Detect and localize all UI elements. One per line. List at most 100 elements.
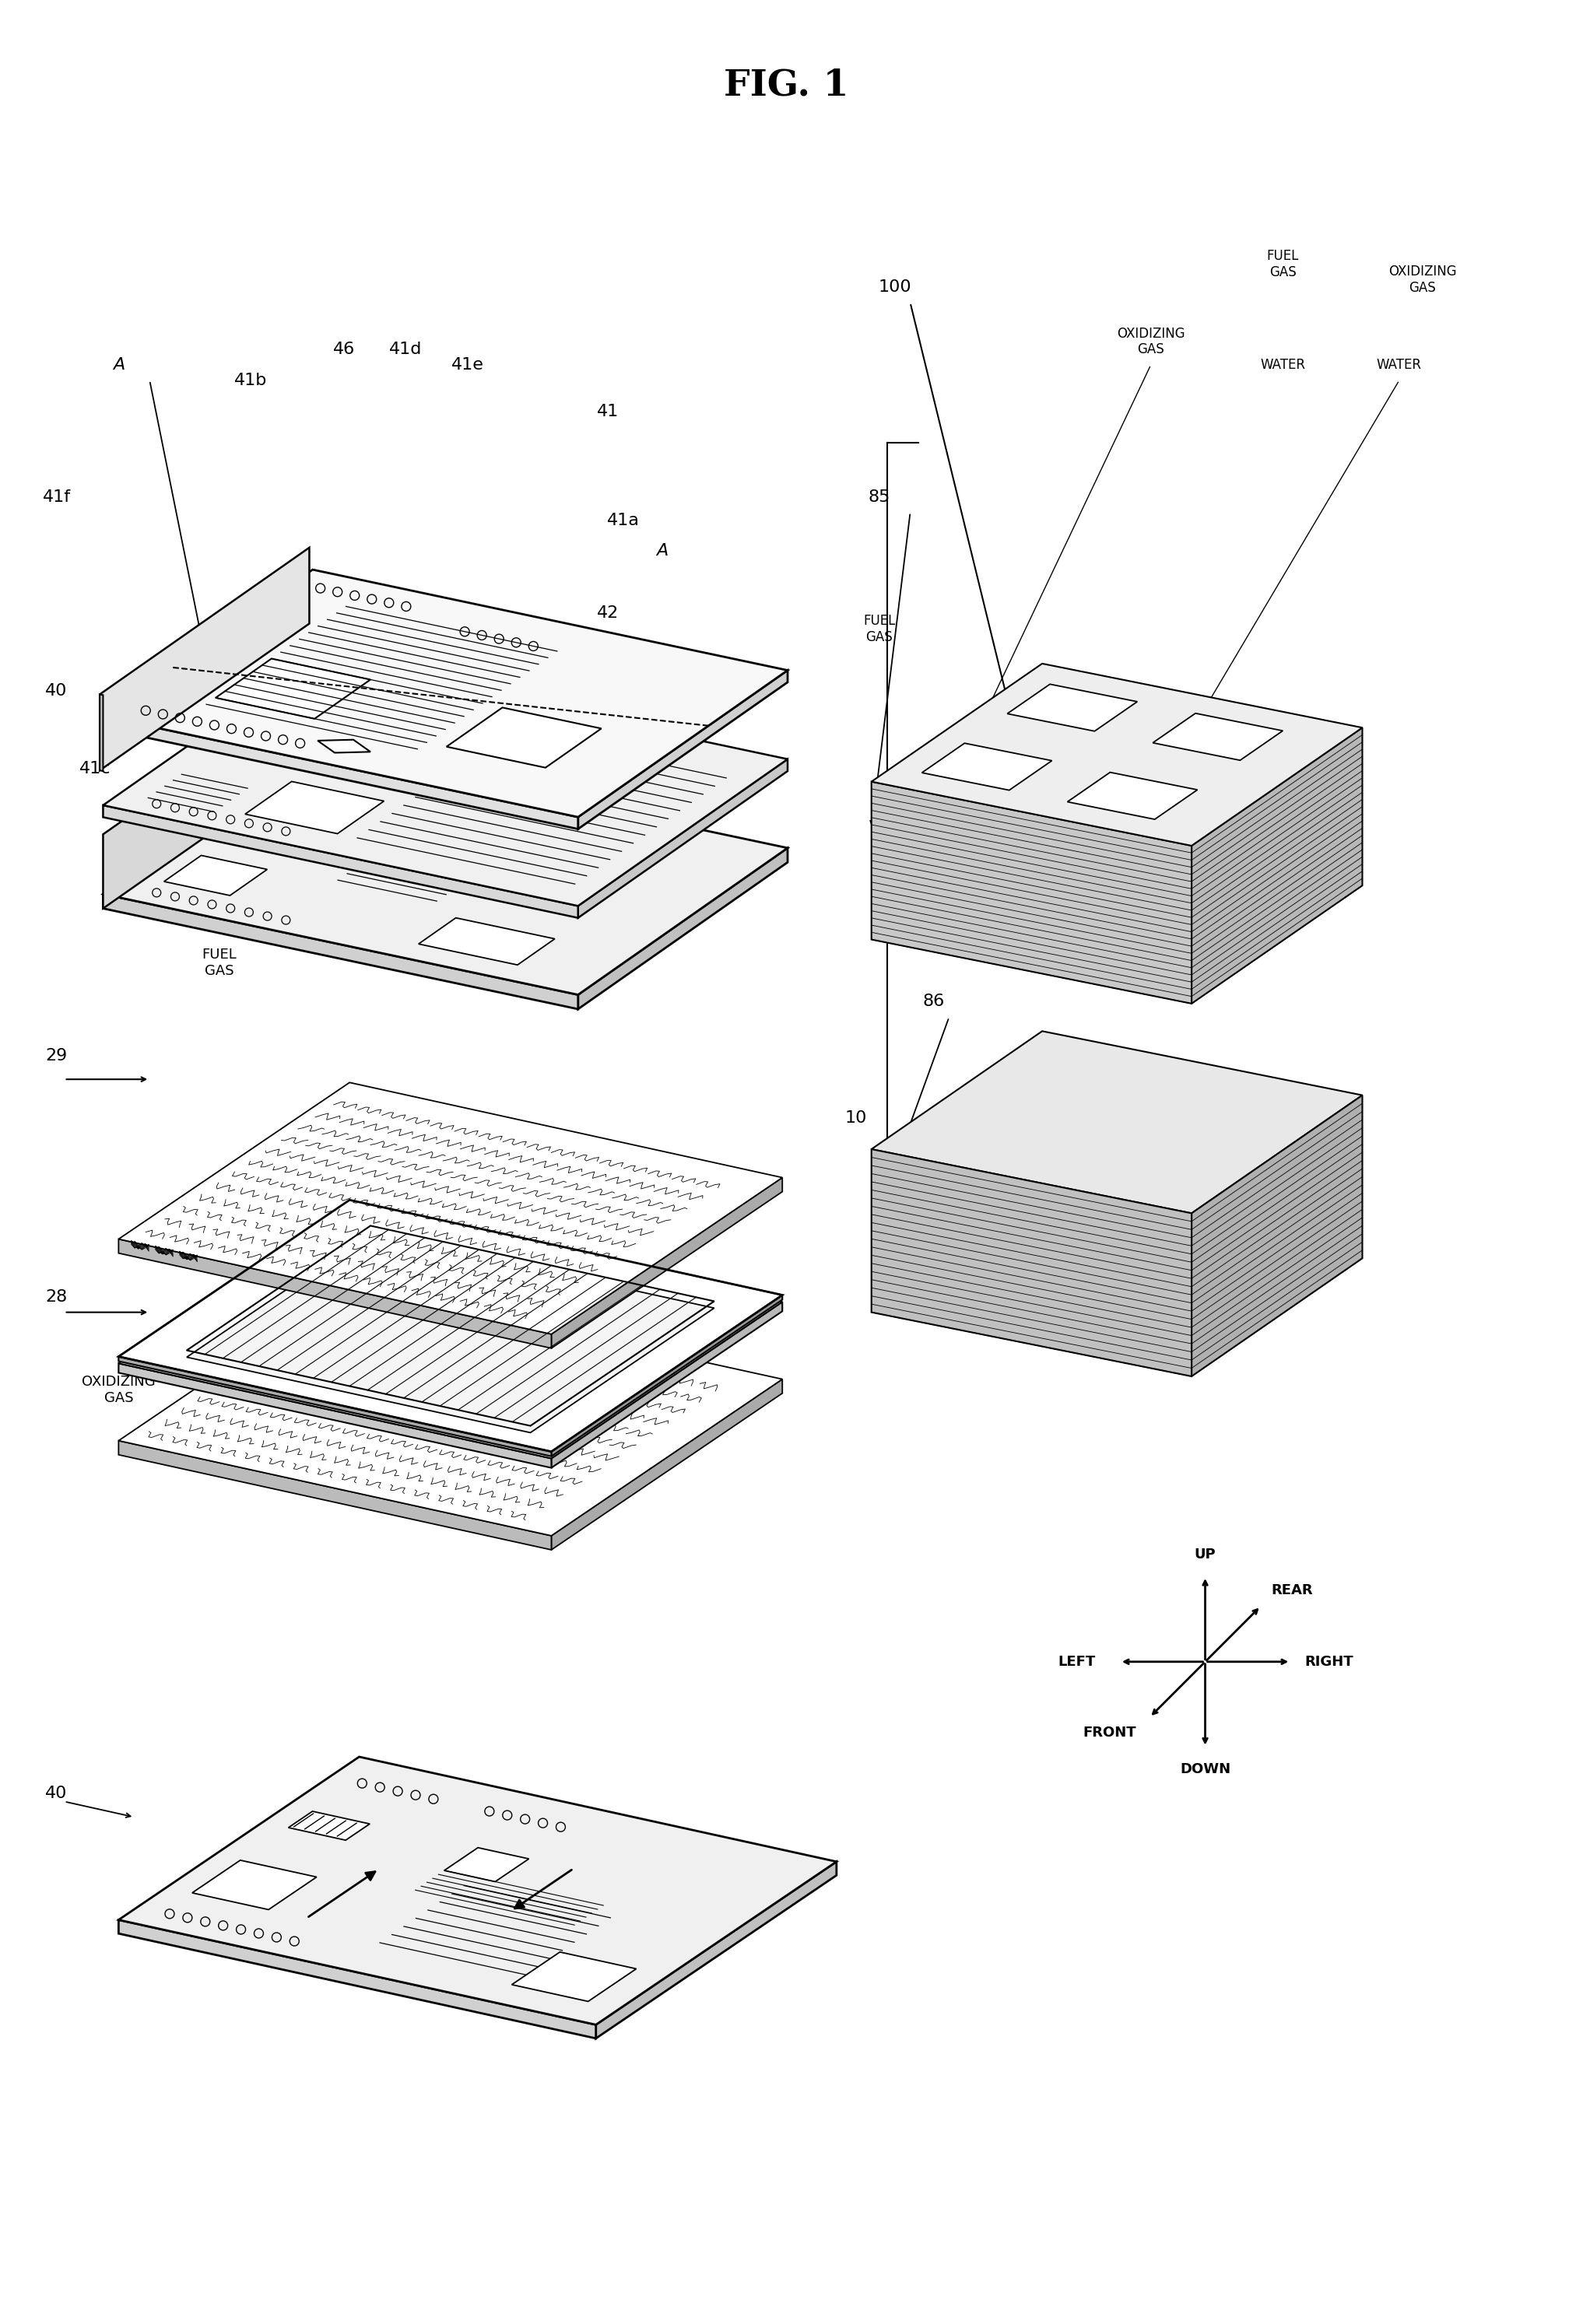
Polygon shape (872, 1113, 1362, 1294)
Text: 40: 40 (46, 683, 68, 700)
Text: A: A (656, 544, 668, 560)
Text: 85: 85 (868, 488, 890, 504)
Text: FUEL
GAS: FUEL GAS (1267, 249, 1299, 279)
Polygon shape (872, 679, 1362, 860)
Text: 100: 100 (878, 279, 911, 295)
Text: RIGHT: RIGHT (1305, 1655, 1354, 1669)
Text: 41b: 41b (233, 372, 266, 388)
Polygon shape (872, 1169, 1362, 1353)
Text: FUEL
GAS: FUEL GAS (202, 948, 236, 978)
Text: 46: 46 (333, 342, 355, 358)
Polygon shape (102, 658, 788, 906)
Polygon shape (872, 734, 1362, 918)
Polygon shape (1191, 727, 1362, 1004)
Text: 40: 40 (46, 1785, 68, 1801)
Text: FIG. 1: FIG. 1 (723, 67, 848, 102)
Polygon shape (118, 1757, 837, 2024)
Polygon shape (872, 799, 1362, 983)
Polygon shape (99, 695, 102, 772)
Polygon shape (118, 1285, 782, 1536)
Polygon shape (872, 1148, 1191, 1376)
Text: FUEL
GAS: FUEL GAS (864, 614, 895, 644)
Polygon shape (872, 1032, 1362, 1213)
Polygon shape (118, 1239, 552, 1348)
Text: 29: 29 (46, 1048, 68, 1064)
Polygon shape (281, 776, 378, 813)
Polygon shape (578, 669, 788, 830)
Text: 41: 41 (597, 404, 618, 418)
Polygon shape (216, 658, 370, 718)
Text: 41a: 41a (607, 511, 640, 528)
Polygon shape (1191, 1095, 1362, 1376)
Polygon shape (102, 895, 578, 1009)
Polygon shape (872, 1088, 1362, 1271)
Polygon shape (339, 716, 478, 769)
Text: OXIDIZING
GAS: OXIDIZING GAS (1117, 325, 1185, 356)
Polygon shape (192, 1859, 317, 1910)
Text: WATER: WATER (1261, 358, 1305, 372)
Polygon shape (118, 1206, 782, 1459)
Text: 43: 43 (418, 799, 440, 816)
Polygon shape (872, 1136, 1362, 1320)
Text: REAR: REAR (1270, 1583, 1313, 1597)
Polygon shape (186, 1232, 714, 1432)
Polygon shape (102, 569, 788, 818)
Polygon shape (872, 1097, 1362, 1278)
Polygon shape (872, 779, 1362, 960)
Polygon shape (872, 820, 1362, 1004)
Polygon shape (596, 1862, 837, 2038)
Polygon shape (578, 848, 788, 1009)
Polygon shape (872, 693, 1362, 874)
Polygon shape (872, 672, 1362, 853)
Polygon shape (288, 1810, 370, 1841)
Polygon shape (872, 758, 1362, 939)
Polygon shape (102, 804, 578, 918)
Text: 10: 10 (845, 1111, 867, 1125)
Polygon shape (872, 751, 1362, 932)
Polygon shape (872, 765, 1362, 946)
Text: 42a: 42a (530, 816, 561, 830)
Polygon shape (872, 1055, 1362, 1239)
Polygon shape (118, 1920, 596, 2038)
Text: 86: 86 (922, 995, 944, 1009)
Polygon shape (872, 706, 1362, 888)
Polygon shape (872, 813, 1362, 997)
Polygon shape (872, 806, 1362, 990)
Polygon shape (872, 1129, 1362, 1311)
Polygon shape (872, 1071, 1362, 1255)
Polygon shape (1007, 683, 1138, 732)
Polygon shape (872, 792, 1362, 974)
Text: 41d: 41d (389, 342, 422, 358)
Text: 26: 26 (558, 1188, 580, 1204)
Polygon shape (419, 918, 555, 964)
Polygon shape (872, 700, 1362, 881)
Text: OXIDIZING
GAS: OXIDIZING GAS (82, 1376, 156, 1406)
Polygon shape (872, 1195, 1362, 1376)
Polygon shape (872, 1081, 1362, 1262)
Text: 41f: 41f (43, 488, 71, 504)
Polygon shape (922, 744, 1051, 790)
Polygon shape (102, 716, 578, 830)
Polygon shape (872, 772, 1362, 953)
Text: 41e: 41e (452, 358, 484, 372)
Polygon shape (872, 1162, 1362, 1343)
Text: 42: 42 (597, 607, 618, 621)
Polygon shape (1152, 713, 1283, 760)
Polygon shape (444, 1848, 530, 1882)
Polygon shape (102, 688, 312, 909)
Polygon shape (872, 781, 1191, 1004)
Polygon shape (872, 1185, 1362, 1369)
Polygon shape (246, 781, 385, 834)
Polygon shape (1067, 772, 1198, 820)
Polygon shape (872, 786, 1362, 967)
Polygon shape (872, 744, 1362, 925)
Polygon shape (318, 739, 370, 753)
Polygon shape (872, 665, 1362, 846)
Text: FRONT: FRONT (1083, 1727, 1136, 1741)
Text: 41c: 41c (79, 760, 110, 776)
Polygon shape (578, 760, 788, 918)
Polygon shape (99, 548, 309, 769)
Polygon shape (872, 727, 1362, 911)
Text: LEFT: LEFT (1059, 1655, 1095, 1669)
Text: UP: UP (1195, 1548, 1217, 1562)
